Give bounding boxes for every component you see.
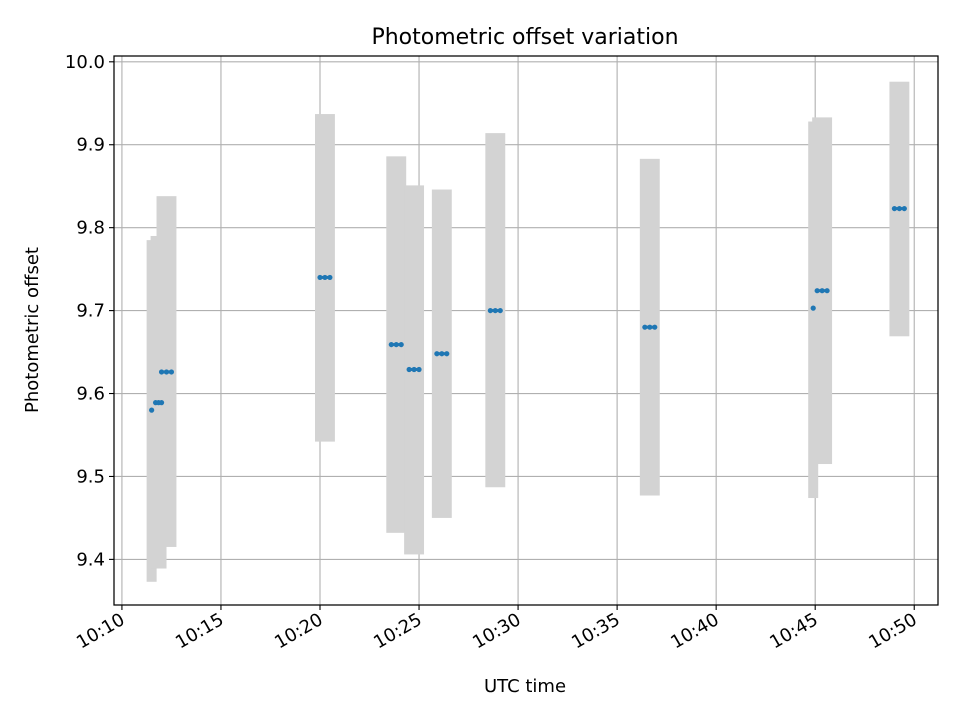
data-point: [158, 400, 165, 406]
data-point: [158, 369, 165, 375]
y-tick-label: 9.8: [76, 218, 105, 239]
data-point: [652, 324, 658, 330]
data-point: [487, 307, 493, 314]
data-point: [168, 369, 175, 375]
data-point: [497, 307, 503, 314]
data-point: [406, 366, 412, 373]
data-point: [896, 205, 902, 212]
data-point: [317, 274, 323, 281]
data-point: [322, 274, 328, 281]
data-point: [891, 205, 898, 212]
data-point: [647, 324, 653, 330]
data-point: [901, 205, 907, 212]
y-tick-label: 9.4: [76, 549, 105, 570]
data-point: [416, 366, 422, 373]
data-point: [411, 366, 417, 373]
y-tick-label: 10.0: [65, 52, 105, 73]
x-axis-label: UTC time: [484, 676, 566, 697]
data-point: [149, 407, 155, 413]
data-point: [444, 351, 450, 357]
data-point: [642, 324, 648, 330]
data-point: [814, 288, 820, 294]
data-point: [434, 351, 440, 357]
data-point: [824, 288, 830, 294]
data-point: [439, 351, 445, 357]
data-point: [327, 274, 333, 281]
y-axis-ticks: 9.4 9.5 9.6 9.7 9.8 9.9 10.0: [65, 52, 114, 570]
data-point: [388, 341, 394, 348]
data-points: [149, 205, 907, 413]
data-point: [819, 288, 825, 294]
y-tick-label: 9.7: [76, 301, 105, 322]
data-point: [398, 341, 404, 348]
y-tick-label: 9.9: [76, 135, 105, 156]
plot-frame: [113, 55, 939, 606]
data-point: [163, 369, 170, 375]
chart-title: Photometric offset variation: [371, 25, 678, 50]
y-axis-label: Photometric offset: [22, 247, 43, 413]
data-point: [492, 307, 498, 314]
data-point: [810, 305, 816, 311]
y-tick-label: 9.5: [76, 466, 105, 487]
y-tick-label: 9.6: [76, 384, 105, 405]
data-point: [393, 341, 399, 348]
